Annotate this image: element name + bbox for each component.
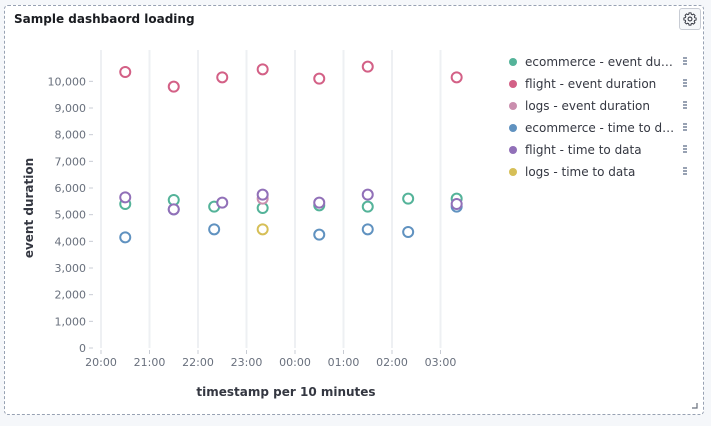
x-tick-label: 01:00: [328, 356, 360, 369]
y-tick-label: 5,000: [55, 209, 87, 222]
gear-icon: [683, 12, 697, 26]
y-axis-ticks: 0 1,000 2,000 3,000 4,000 5,000 6,000 7,000 8,00…: [48, 75, 93, 355]
legend-item-label: logs - time to data: [525, 165, 636, 179]
data-point: [450, 71, 463, 84]
y-tick-label: 3,000: [55, 262, 87, 275]
y-tick-label: 8,000: [55, 129, 87, 142]
legend-item-menu-icon[interactable]: [683, 101, 687, 109]
data-point: [119, 66, 132, 78]
legend-item-menu-icon[interactable]: [683, 57, 687, 65]
data-point: [216, 71, 229, 84]
x-tick-label: 23:00: [231, 356, 263, 369]
legend-item-label: flight - time to data: [525, 143, 642, 157]
data-point: [313, 72, 326, 85]
data-point: [450, 198, 463, 210]
data-point: [256, 63, 269, 76]
data-point: [361, 60, 374, 73]
legend-item[interactable]: ecommerce - time to data: [505, 117, 695, 139]
y-tick-label: 2,000: [55, 289, 87, 302]
scatter-chart: 0 1,000 2,000 3,000 4,000 5,000 6,000 7,000 8,00…: [22, 50, 463, 399]
series-flight-time-to-data: [119, 188, 463, 216]
data-point: [313, 228, 326, 241]
data-point: [361, 200, 374, 213]
visualization-panel: Sample dashbaord loading 0 1,000 2,000 3,00…: [4, 5, 704, 415]
data-point: [361, 188, 374, 201]
panel-title: Sample dashbaord loading: [14, 12, 195, 26]
legend-item-menu-icon[interactable]: [683, 167, 687, 175]
y-tick-label: 10,000: [48, 75, 87, 88]
series-flight-event-duration: [119, 60, 463, 93]
panel-options-button[interactable]: [679, 8, 701, 30]
x-tick-label: 20:00: [85, 356, 117, 369]
x-axis-ticks: 20:00 21:00 22:00 23:00 00:00 01:00 02:00 03:00: [85, 350, 456, 369]
legend-item[interactable]: logs - time to data: [505, 161, 695, 183]
legend-item[interactable]: flight - event duration: [505, 73, 695, 95]
legend-item-label: ecommerce - event dura...: [525, 55, 677, 69]
data-point: [361, 223, 374, 236]
legend-item-label: logs - event duration: [525, 99, 650, 113]
legend-item-label: ecommerce - time to data: [525, 121, 677, 135]
x-tick-label: 00:00: [279, 356, 311, 369]
data-point: [402, 226, 415, 238]
chart-legend: ecommerce - event dura... flight - event …: [505, 51, 695, 183]
y-axis-title: event duration: [22, 158, 36, 258]
y-tick-label: 7,000: [55, 155, 87, 168]
y-tick-label: 1,000: [55, 315, 87, 328]
legend-color-swatch: [509, 58, 517, 66]
legend-color-swatch: [509, 124, 517, 132]
legend-item-label: flight - event duration: [525, 77, 657, 91]
y-tick-label: 9,000: [55, 102, 87, 115]
legend-color-swatch: [509, 168, 517, 176]
x-tick-label: 02:00: [376, 356, 408, 369]
series-logs-time-to-data: [256, 223, 269, 236]
data-point: [167, 203, 180, 216]
data-point: [208, 223, 221, 236]
legend-item[interactable]: ecommerce - event dura...: [505, 51, 695, 73]
grid-lines: [100, 50, 442, 348]
legend-item-menu-icon[interactable]: [683, 123, 687, 131]
legend-item-menu-icon[interactable]: [683, 79, 687, 87]
y-tick-label: 4,000: [55, 235, 87, 248]
x-tick-label: 03:00: [425, 356, 457, 369]
legend-color-swatch: [509, 146, 517, 154]
legend-color-swatch: [509, 102, 517, 110]
x-tick-label: 22:00: [182, 356, 214, 369]
data-point: [216, 196, 229, 209]
data-point: [256, 188, 269, 201]
legend-color-swatch: [509, 80, 517, 88]
x-axis-title: timestamp per 10 minutes: [196, 385, 375, 399]
resize-corner-icon[interactable]: [691, 402, 698, 409]
data-point: [167, 80, 180, 93]
legend-item[interactable]: flight - time to data: [505, 139, 695, 161]
data-points: [119, 60, 463, 244]
data-point: [313, 196, 326, 209]
data-point: [119, 231, 132, 244]
data-point: [119, 191, 132, 204]
y-tick-label: 0: [79, 342, 86, 355]
data-point: [256, 223, 269, 236]
y-tick-label: 6,000: [55, 182, 87, 195]
legend-item-menu-icon[interactable]: [683, 145, 687, 153]
x-tick-label: 21:00: [134, 356, 166, 369]
legend-item[interactable]: logs - event duration: [505, 95, 695, 117]
data-point: [402, 192, 415, 205]
